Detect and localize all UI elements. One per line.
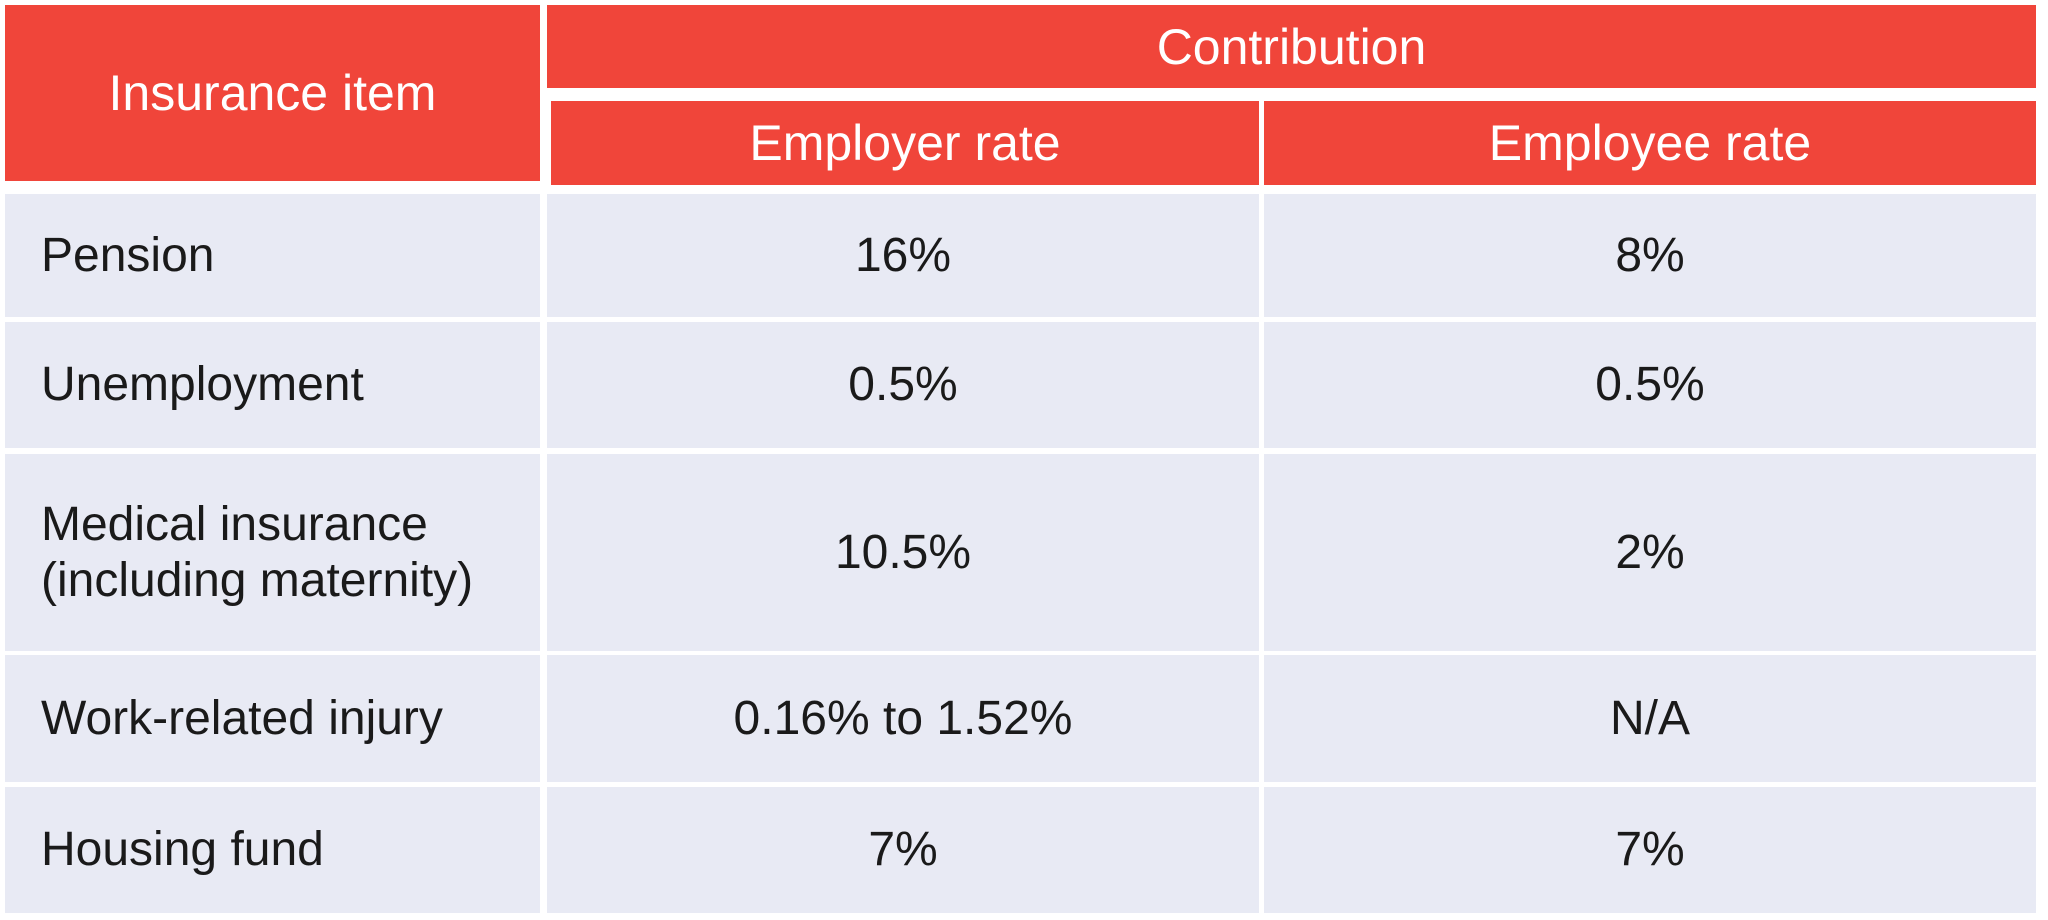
- item-cell: Housing fund: [5, 787, 540, 913]
- employer-cell: 16%: [547, 194, 1259, 317]
- header-label: Insurance item: [108, 65, 437, 121]
- employee-cell: 2%: [1264, 454, 2036, 651]
- header-insurance-item: Insurance item: [5, 5, 540, 181]
- header-label: Contribution: [1156, 18, 1427, 75]
- header-employer-rate: Employer rate: [551, 101, 1259, 185]
- employee-cell: N/A: [1264, 655, 2036, 782]
- header-employee-rate: Employee rate: [1264, 101, 2036, 185]
- item-cell: Pension: [5, 194, 540, 317]
- employee-cell: 8%: [1264, 194, 2036, 317]
- header-contribution: Contribution: [547, 5, 2036, 88]
- employer-cell: 7%: [547, 787, 1259, 913]
- employer-cell: 10.5%: [547, 454, 1259, 651]
- employee-cell: 7%: [1264, 787, 2036, 913]
- employee-cell: 0.5%: [1264, 322, 2036, 448]
- header-label: Employer rate: [749, 115, 1061, 171]
- employer-cell: 0.16% to 1.52%: [547, 655, 1259, 782]
- item-cell: Unemployment: [5, 322, 540, 448]
- item-cell: Medical insurance (including maternity): [5, 454, 540, 651]
- employer-cell: 0.5%: [547, 322, 1259, 448]
- item-cell: Work-related injury: [5, 655, 540, 782]
- header-label: Employee rate: [1488, 115, 1812, 171]
